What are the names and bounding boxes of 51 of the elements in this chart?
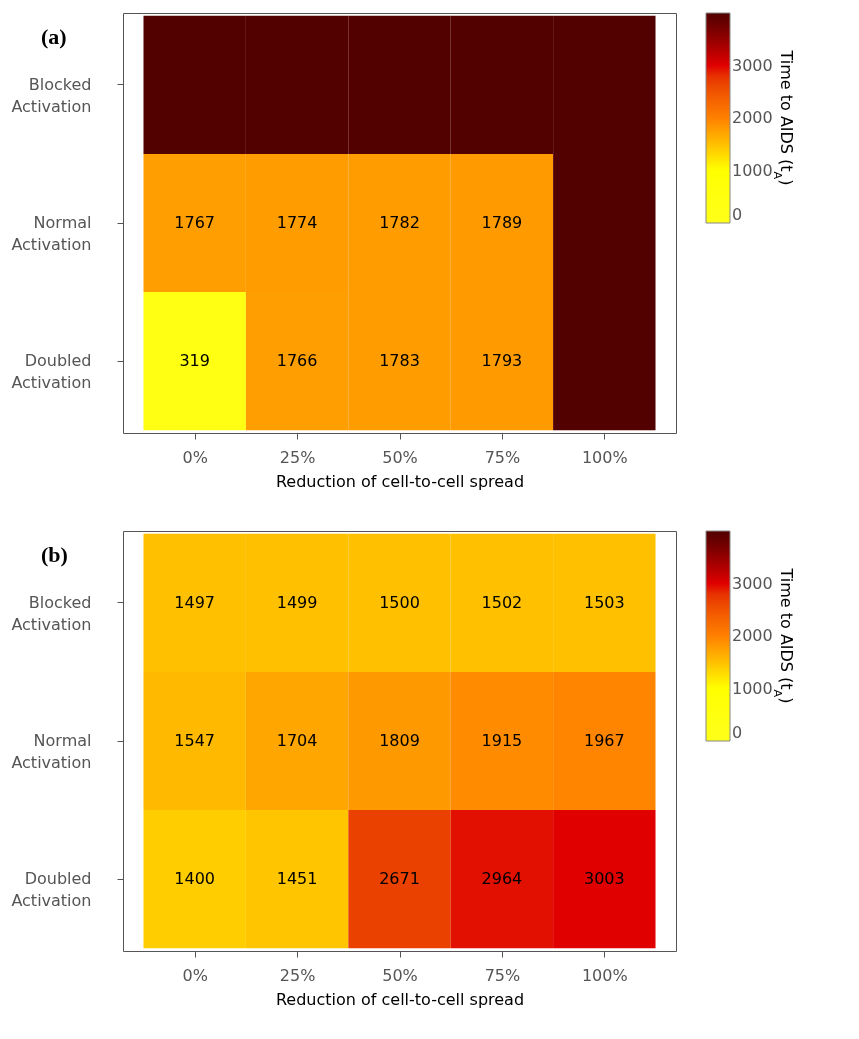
data-label: 1400 (174, 869, 216, 889)
data-label: 1499 (276, 592, 318, 612)
y-tick-label: Blocked Activation (11, 592, 92, 634)
color-bar-label: 1000 (732, 678, 773, 698)
data-label: 1809 (379, 731, 420, 750)
color-bar-label: 0 (732, 723, 743, 742)
y-tick-label: Doubled Activation (11, 351, 92, 393)
data-label: 2671 (379, 869, 420, 889)
color-bar-label: 3000 (732, 573, 773, 593)
x-tick-label: 25% (279, 965, 316, 985)
data-label: 3003 (583, 869, 625, 889)
x-axis-title: Reduction of cell-to-cell spread (275, 989, 525, 1009)
data-label: 1547 (174, 731, 216, 750)
data-label: 2964 (481, 869, 523, 889)
color-bar-label: 2000 (732, 108, 773, 127)
x-tick-label: 75% (484, 447, 521, 467)
y-tick-label: Doubled Activation (11, 869, 92, 911)
data-label: 1497 (174, 592, 216, 612)
data-label: 1500 (379, 592, 420, 612)
x-tick-label: 50% (382, 447, 418, 467)
color-bar-label: 1000 (732, 160, 773, 180)
x-tick-label: 0% (182, 965, 208, 985)
text: (a) (41, 24, 67, 49)
color-bar-label: 0 (732, 205, 743, 224)
x-tick-label: 100% (581, 965, 628, 985)
data-label: 1704 (276, 731, 318, 750)
x-tick-label: 0% (182, 447, 208, 467)
y-tick-label: Blocked Activation (11, 74, 92, 116)
data-label: 1915 (481, 731, 523, 750)
data-label: 1503 (583, 592, 625, 612)
data-label: 1451 (276, 869, 318, 889)
x-tick-label: 100% (581, 447, 628, 467)
y-tick-label: Normal Activation (11, 731, 92, 772)
color-bar-label: 3000 (732, 55, 773, 75)
data-label: 1767 (174, 213, 216, 232)
data-label: 1782 (379, 213, 420, 232)
data-label: 1793 (481, 351, 523, 371)
x-tick-label: 25% (279, 447, 316, 467)
data-label: 1502 (481, 592, 523, 612)
data-label: 1783 (379, 351, 420, 371)
data-label: 319 (179, 351, 210, 371)
y-tick-label: Normal Activation (11, 213, 92, 254)
data-label: 1766 (276, 351, 318, 371)
x-tick-label: 50% (382, 965, 418, 985)
data-label: 1774 (276, 213, 318, 232)
x-tick-label: 75% (484, 965, 521, 985)
text: (b) (41, 542, 68, 567)
x-axis-title: Reduction of cell-to-cell spread (275, 471, 525, 491)
data-label: 1789 (481, 213, 523, 232)
color-bar-label: 2000 (732, 626, 773, 645)
data-label: 1967 (583, 731, 625, 750)
